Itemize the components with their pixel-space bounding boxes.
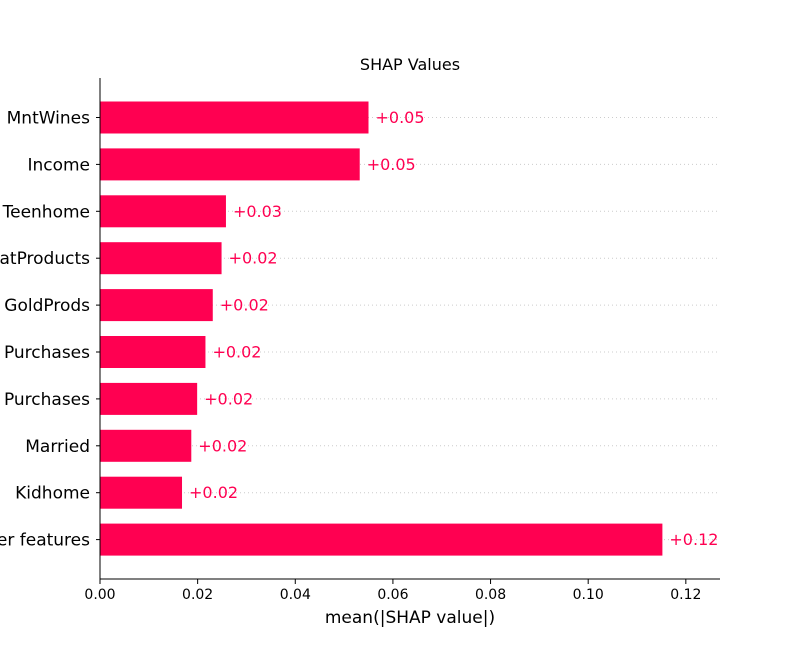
category-label: Purchases	[4, 390, 90, 410]
x-axis-label: mean(|SHAP value|)	[325, 608, 495, 628]
value-label: +0.02	[189, 483, 238, 502]
value-label: +0.03	[233, 202, 282, 221]
bar	[100, 289, 213, 322]
bar	[100, 429, 192, 462]
category-label: Purchases	[4, 343, 90, 363]
value-label: +0.02	[220, 296, 269, 315]
bar	[100, 382, 198, 415]
bar	[100, 242, 222, 275]
labels: +0.05 MntWines +0.05 Income +0.03 Teenhome +0.…	[0, 108, 718, 603]
axes	[99, 78, 720, 580]
value-label: +0.12	[669, 530, 718, 549]
x-tick-label: 0.10	[573, 587, 604, 603]
x-tick-label: 0.04	[280, 587, 311, 603]
bar	[100, 101, 369, 134]
category-label: Kidhome	[15, 484, 90, 504]
grid-lines	[100, 117, 720, 541]
value-label: +0.05	[367, 155, 416, 174]
x-tick-label: 0.02	[182, 587, 213, 603]
bar	[100, 476, 183, 509]
category-label: Married	[25, 437, 90, 457]
value-label: +0.05	[376, 108, 425, 127]
category-label: er features	[0, 531, 90, 551]
value-label: +0.02	[198, 436, 247, 455]
value-label: +0.02	[204, 389, 253, 408]
bar	[100, 148, 360, 181]
category-label: Teenhome	[2, 202, 90, 222]
category-label: GoldProds	[4, 296, 90, 316]
bar	[100, 523, 663, 556]
x-tick-label: 0.06	[377, 587, 408, 603]
x-tick-label: 0.12	[670, 587, 701, 603]
bar	[100, 336, 206, 368]
bars	[100, 101, 663, 556]
category-label: MntWines	[7, 109, 90, 129]
category-label: atProducts	[0, 249, 90, 269]
bar	[100, 195, 226, 228]
chart-title: SHAP Values	[360, 55, 460, 74]
value-label: +0.02	[229, 249, 278, 268]
value-label: +0.02	[212, 343, 261, 362]
x-tick-label: 0.08	[475, 587, 506, 603]
category-label: Income	[27, 155, 90, 175]
x-tick-label: 0.00	[84, 587, 115, 603]
